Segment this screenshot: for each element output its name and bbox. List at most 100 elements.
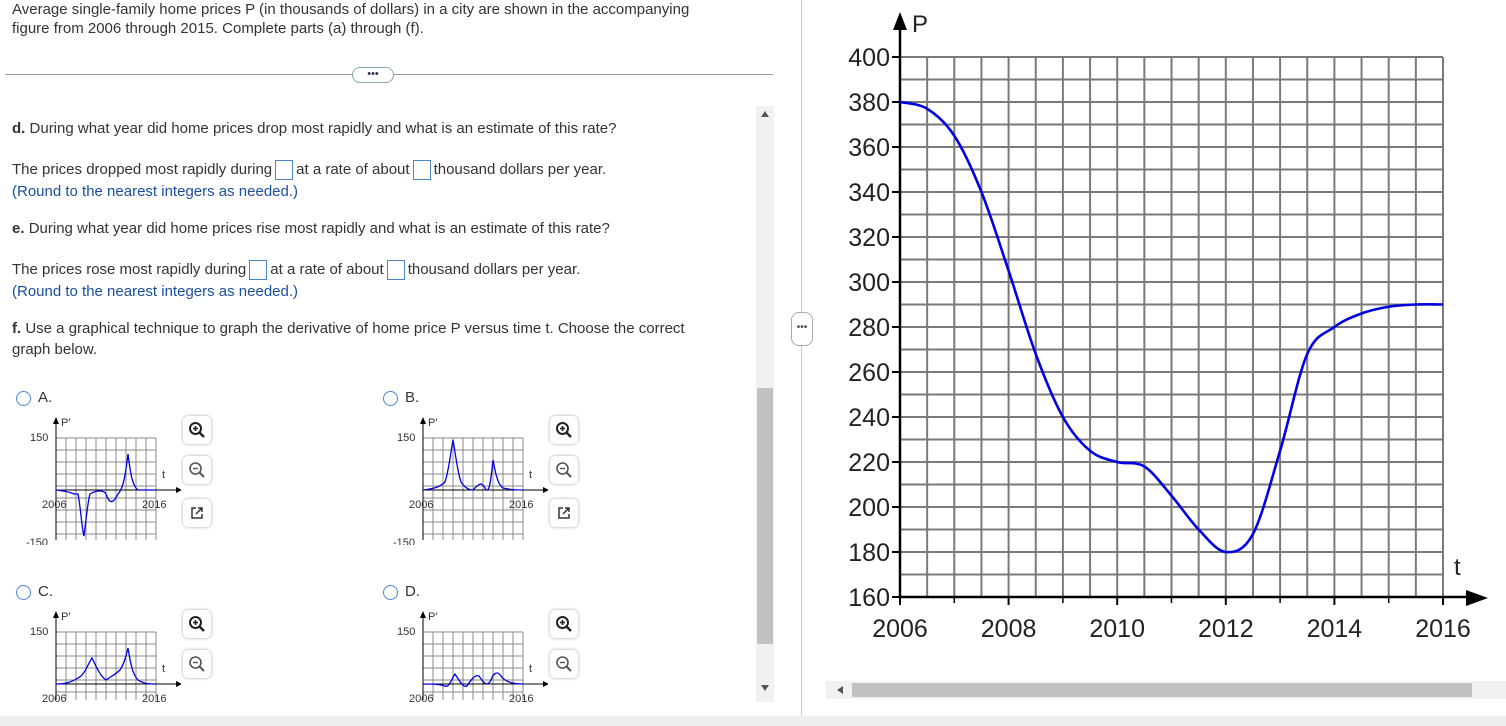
- intro-line-2: figure from 2006 through 2015. Complete …: [12, 20, 424, 37]
- option-b-ymin-label: -150: [393, 537, 415, 545]
- option-d-xmin-label: 2006: [409, 693, 433, 704]
- option-d-curve: [422, 672, 524, 687]
- zoom-in-icon: [189, 422, 205, 438]
- x-tick-label: 2014: [1307, 615, 1363, 643]
- y-tick-label: 400: [848, 44, 890, 72]
- option-a-grid: [55, 437, 157, 540]
- part-e-rate-input[interactable]: [386, 260, 405, 281]
- option-c-radio[interactable]: [16, 585, 31, 600]
- y-tick-label: 240: [848, 404, 890, 432]
- option-c-zoom-out-button[interactable]: [183, 650, 211, 678]
- option-b-zoom-in-button[interactable]: [550, 416, 578, 444]
- part-d-rate-input[interactable]: [412, 160, 431, 181]
- option-b-radio[interactable]: [383, 391, 398, 406]
- option-a-ymax-label: 150: [30, 432, 48, 444]
- splitter-handle[interactable]: •••: [791, 312, 813, 346]
- chart-scrollbar-thumb[interactable]: [852, 683, 1472, 697]
- option-d-zoom-in-button[interactable]: [550, 610, 578, 638]
- popout-icon: [191, 507, 203, 519]
- option-b-x-arrow: [543, 487, 548, 493]
- part-d-year-input[interactable]: [275, 160, 294, 181]
- part-e-label: e.: [12, 220, 25, 237]
- option-c-label: C.: [38, 583, 53, 600]
- option-b-popout-button[interactable]: [550, 499, 578, 527]
- y-tick-label: 220: [848, 449, 890, 477]
- part-f-text: Use a graphical technique to graph the d…: [25, 320, 685, 337]
- scroll-up-arrow-icon[interactable]: [760, 110, 770, 118]
- part-d-answer-post: thousand dollars per year.: [433, 161, 607, 178]
- part-f-line-2: graph below.: [12, 341, 98, 358]
- option-c-xmin-label: 2006: [42, 693, 66, 704]
- option-a-radio[interactable]: [16, 391, 31, 406]
- option-d-x-arrow: [543, 681, 548, 687]
- scroll-down-arrow-icon[interactable]: [760, 684, 770, 692]
- option-b-curve: [422, 439, 524, 491]
- chart-ticks: 160 180 200 220 240 260 280 300 320 340 360 380 400 2…: [848, 44, 1471, 643]
- y-tick-label: 260: [848, 359, 890, 387]
- home-price-chart: tP 1601802002202402602803003203403603804…: [848, 11, 1488, 643]
- y-axis-label: P: [912, 11, 928, 38]
- option-d-label: D.: [405, 583, 420, 600]
- option-b-ymax-label: 150: [397, 432, 415, 444]
- part-e-answer-pre: The prices rose most rapidly during: [12, 261, 247, 278]
- option-a-zoom-out-button[interactable]: [183, 456, 211, 484]
- option-b-xmin-label: 2006: [409, 499, 433, 511]
- part-e-year-input[interactable]: [249, 260, 268, 281]
- scroll-left-arrow-icon[interactable]: [836, 685, 844, 695]
- x-axis-label: t: [1454, 554, 1461, 581]
- option-a-curve: [55, 453, 156, 537]
- option-d-grid: [422, 631, 524, 700]
- intro-line-1: Average single-family home prices P (in …: [12, 1, 690, 18]
- part-e-hint: (Round to the nearest integers as needed…: [12, 283, 299, 300]
- part-e-text: During what year did home prices rise mo…: [28, 220, 610, 237]
- option-a-ymin-label: -150: [26, 537, 48, 545]
- option-a-zoom-in-button[interactable]: [183, 416, 211, 444]
- zoom-in-icon: [556, 422, 572, 438]
- option-d-radio[interactable]: [383, 585, 398, 600]
- option-d-graph: 150 2006 2016 t P′: [397, 611, 548, 704]
- part-e-answer-post: thousand dollars per year.: [407, 261, 581, 278]
- option-a-label: A.: [38, 389, 53, 406]
- option-c-y-arrow: [53, 611, 59, 618]
- option-a-popout-button[interactable]: [183, 499, 211, 527]
- option-a-xmin-label: 2006: [42, 499, 66, 511]
- option-c-grid: [55, 631, 157, 700]
- expand-button[interactable]: •••: [352, 67, 394, 83]
- part-d-label: d.: [12, 120, 26, 137]
- option-a-graph: 150 -150 2006 2016 t P′: [26, 417, 181, 545]
- part-e-answer-row: The prices rose most rapidly during at a …: [12, 258, 580, 282]
- popout-icon: [558, 507, 570, 519]
- left-scrollbar-thumb[interactable]: [757, 388, 773, 644]
- zoom-out-icon: [556, 462, 572, 478]
- part-d-text: During what year did home prices drop mo…: [29, 120, 617, 137]
- part-e-answer-mid: at a rate of about: [270, 261, 384, 278]
- option-d-zoom-out-button[interactable]: [550, 650, 578, 678]
- part-d-answer-row: The prices dropped most rapidly during at…: [12, 158, 606, 182]
- option-c-x-arrow: [176, 681, 181, 687]
- y-tick-label: 200: [848, 494, 890, 522]
- option-c-ymax-label: 150: [30, 626, 48, 638]
- option-c-zoom-in-button[interactable]: [183, 610, 211, 638]
- chart-grid: [899, 56, 1444, 598]
- option-a-xmax-label: 2016: [142, 499, 166, 511]
- option-b-graph: 150 -150 2006 2016 t P′: [393, 417, 548, 545]
- option-c-curve: [55, 647, 157, 685]
- x-tick-label: 2006: [872, 615, 928, 643]
- price-curve: [899, 100, 1444, 554]
- option-b-zoom-out-button[interactable]: [550, 456, 578, 484]
- part-e-question: e. During what year did home prices rise…: [12, 220, 610, 237]
- option-d-ymax-label: 150: [397, 626, 415, 638]
- zoom-out-icon: [189, 656, 205, 672]
- option-c-xmax-label: 2016: [142, 693, 166, 704]
- y-tick-label: 380: [848, 89, 890, 117]
- y-axis-arrow: [893, 12, 907, 30]
- option-d-ylabel: P′: [428, 611, 437, 623]
- zoom-out-icon: [189, 462, 205, 478]
- y-tick-label: 280: [848, 314, 890, 342]
- option-c-xlabel: t: [162, 663, 165, 675]
- x-tick-label: 2012: [1198, 615, 1254, 643]
- option-a-ylabel: P′: [61, 417, 70, 429]
- y-tick-label: 180: [848, 539, 890, 567]
- y-tick-label: 300: [848, 269, 890, 297]
- y-tick-label: 320: [848, 224, 890, 252]
